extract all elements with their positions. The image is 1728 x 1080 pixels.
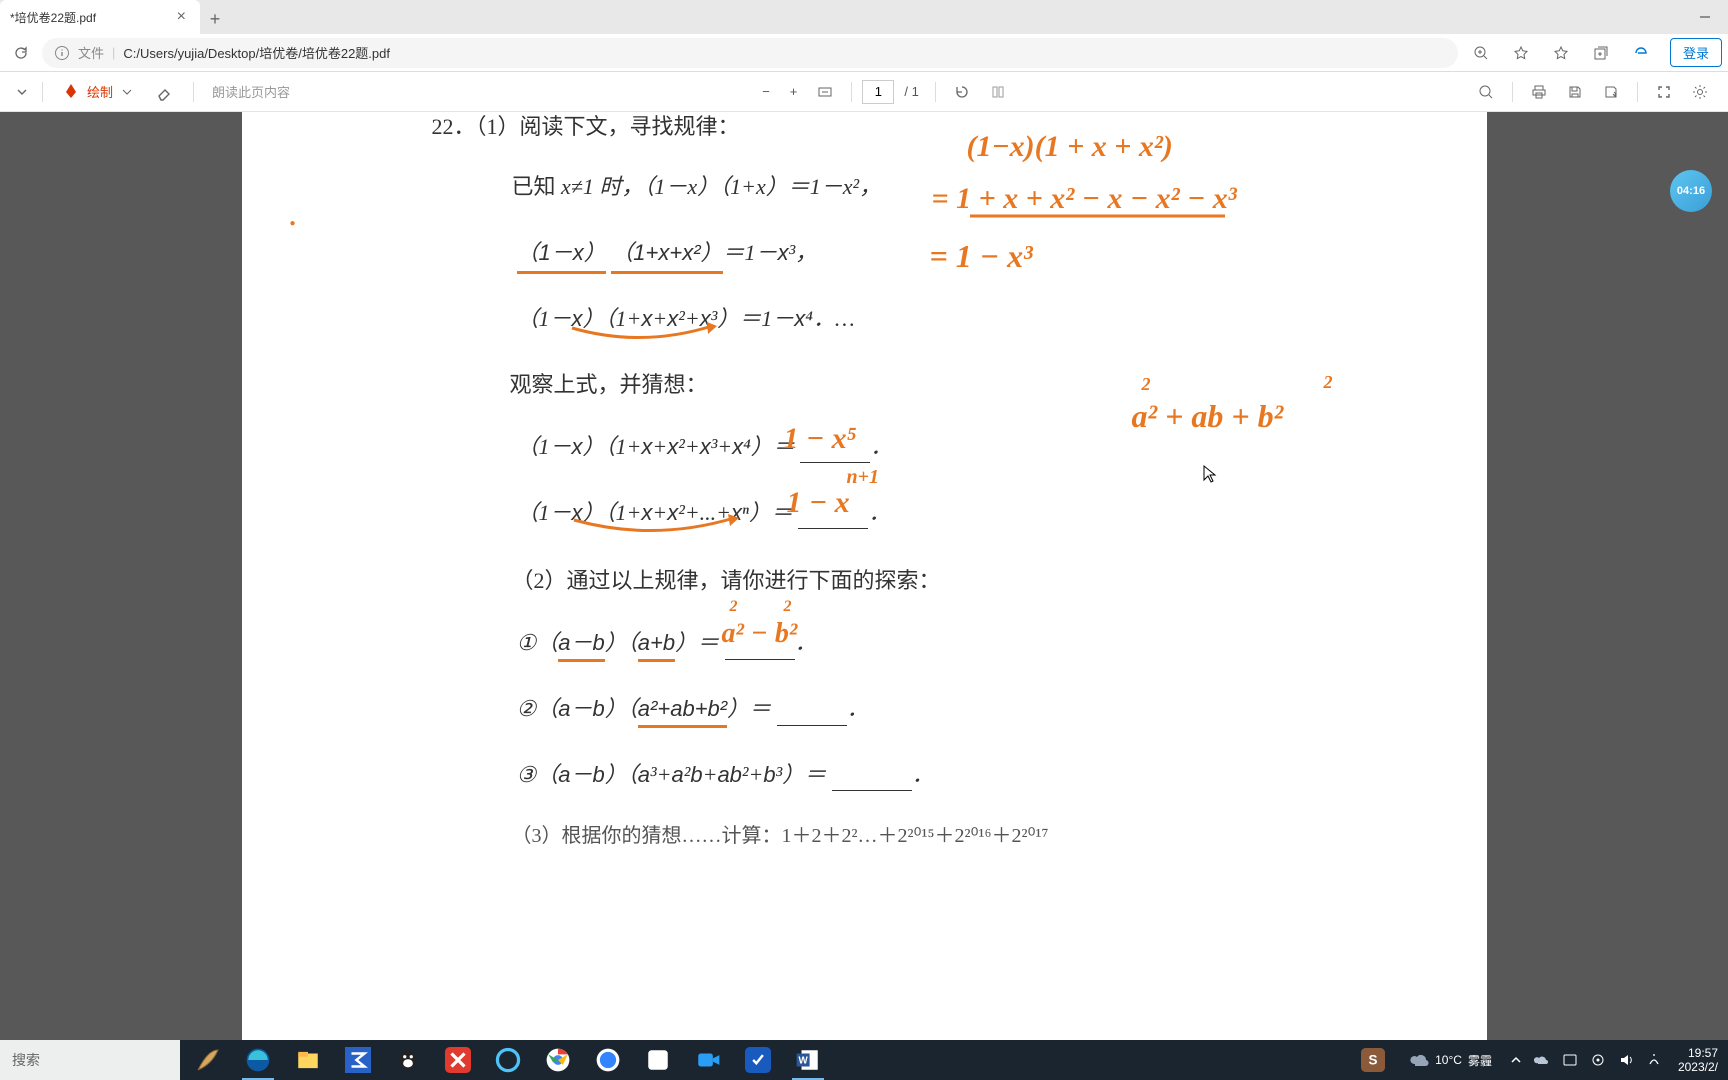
draw-button[interactable]: 绘制 [53, 76, 143, 108]
window-controls [1682, 0, 1728, 34]
page-view-button[interactable] [982, 76, 1014, 108]
app-edge2[interactable] [484, 1040, 532, 1080]
tray-people-icon[interactable] [1556, 1040, 1584, 1080]
part-2-text: （2）通过以上规律，请你进行下面的探索： [512, 566, 941, 597]
page-total: / 1 [898, 84, 924, 99]
expand-line-1: (1−x)(1 + x + x²) [967, 130, 1173, 164]
app-xmind[interactable] [434, 1040, 482, 1080]
app-files[interactable] [284, 1040, 332, 1080]
tab-close-icon[interactable]: × [173, 8, 190, 26]
pdf-page: 22．（1）阅读下文，寻找规律： 已知 x≠1 时，（1－x）（1+x）＝1－x… [242, 112, 1487, 1040]
app-chrome[interactable] [534, 1040, 582, 1080]
cursor-icon [1202, 464, 1218, 484]
timer-badge[interactable]: 04:16 [1670, 170, 1712, 212]
taskbar-search[interactable]: 搜索 [0, 1040, 180, 1080]
app-generic[interactable] [634, 1040, 682, 1080]
tray-input-icon[interactable] [1640, 1040, 1668, 1080]
app-todo[interactable] [734, 1040, 782, 1080]
favorites-icon[interactable] [1544, 38, 1578, 68]
refresh-button[interactable] [6, 38, 36, 68]
app-sogou[interactable]: S [1349, 1040, 1397, 1080]
observe-text: 观察上式，并猜想： [510, 370, 708, 401]
chevron-down-icon[interactable] [12, 76, 32, 108]
answer-2: 1 − x [787, 486, 850, 520]
app-qq[interactable] [384, 1040, 432, 1080]
tray-location-icon[interactable] [1584, 1040, 1612, 1080]
tab-bar: *培优卷22题.pdf × + [0, 0, 1728, 34]
underline-1 [970, 212, 1230, 222]
app-meet[interactable] [684, 1040, 732, 1080]
star-icon[interactable] [1504, 38, 1538, 68]
app-feather[interactable] [184, 1040, 232, 1080]
zoom-out-button[interactable]: − [754, 76, 778, 108]
print-button[interactable] [1523, 76, 1555, 108]
stray-dot: ● [290, 218, 296, 229]
sub-2: ②（a－b）（a²+ab+b²）＝ ． [517, 694, 869, 726]
search-button[interactable] [1470, 76, 1502, 108]
save-button[interactable] [1559, 76, 1591, 108]
taskbar: 搜索 W S 10°C 雾霾 19:57 2023/2/ [0, 1040, 1728, 1080]
sub-3: ③（a－b）（a³+a²b+ab²+b³）＝ ． [517, 760, 934, 791]
expand-line-2: = 1 + x + x² − x − x² − x³ [932, 182, 1237, 216]
tray-onedrive-icon[interactable] [1528, 1040, 1556, 1080]
tab-title: *培优卷22题.pdf [10, 9, 96, 26]
erase-button[interactable] [147, 76, 183, 108]
collections-icon[interactable] [1584, 38, 1618, 68]
answer-2-exp: n+1 [847, 466, 880, 489]
bottom-cut: （3）根据你的猜想……计算：1＋2＋2²…＋2²⁰¹⁵＋2²⁰¹⁶＋2²⁰¹⁷ [512, 822, 1049, 850]
tray-volume-icon[interactable] [1612, 1040, 1640, 1080]
app-sigma[interactable] [334, 1040, 382, 1080]
zoom-icon[interactable] [1464, 38, 1498, 68]
rotate-button[interactable] [946, 76, 978, 108]
fit-width-button[interactable] [809, 76, 841, 108]
browser-tab[interactable]: *培优卷22题.pdf × [0, 0, 200, 34]
new-tab-button[interactable]: + [200, 4, 230, 34]
answer-1: 1 − x⁵ [784, 422, 858, 456]
pdf-toolbar: 绘制 朗读此页内容 − + / 1 [0, 72, 1728, 112]
arrow-annotation-2 [554, 514, 754, 544]
formula-2: （1－x） （1+x+x²）＝1－x³， [517, 238, 818, 269]
arrow-annotation [552, 320, 732, 350]
tray-clock[interactable]: 19:57 2023/2/ [1668, 1046, 1728, 1075]
save-as-button[interactable] [1595, 76, 1627, 108]
problem-header: 22．（1）阅读下文，寻找规律： [432, 112, 740, 143]
url-path: C:/Users/yujia/Desktop/培优卷/培优卷22题.pdf [123, 43, 390, 62]
app-baidu[interactable] [584, 1040, 632, 1080]
svg-text:W: W [799, 1055, 809, 1066]
taskbar-apps: W [184, 1040, 832, 1080]
note-1: a² + ab + b² [1132, 398, 1284, 435]
page-input[interactable] [862, 80, 894, 104]
url-box[interactable]: 文件 | C:/Users/yujia/Desktop/培优卷/培优卷22题.p… [42, 38, 1458, 68]
app-edge[interactable] [234, 1040, 282, 1080]
tray-chevron-icon[interactable] [1504, 1040, 1528, 1080]
weather-widget[interactable]: 10°C 雾霾 [1397, 1050, 1504, 1070]
pdf-viewport: 22．（1）阅读下文，寻找规律： 已知 x≠1 时，（1－x）（1+x）＝1－x… [0, 112, 1728, 1040]
login-button[interactable]: 登录 [1670, 38, 1722, 67]
fullscreen-button[interactable] [1648, 76, 1680, 108]
address-bar: 文件 | C:/Users/yujia/Desktop/培优卷/培优卷22题.p… [0, 34, 1728, 72]
url-scheme: 文件 [78, 43, 104, 62]
system-tray: S 10°C 雾霾 19:57 2023/2/ [1349, 1040, 1728, 1080]
app-word[interactable]: W [784, 1040, 832, 1080]
svg-text:S: S [1369, 1053, 1378, 1068]
info-icon [54, 45, 70, 61]
settings-button[interactable] [1684, 76, 1716, 108]
sub1-answer: a² − b² [722, 618, 798, 650]
ie-mode-icon[interactable] [1624, 38, 1658, 68]
minimize-button[interactable] [1682, 0, 1728, 34]
zoom-in-button[interactable]: + [782, 76, 806, 108]
read-aloud-button[interactable]: 朗读此页内容 [204, 76, 298, 108]
expand-line-3: = 1 − x³ [930, 238, 1033, 275]
problem-given: 已知 x≠1 时，（1－x）（1+x）＝1－x²， [512, 172, 882, 203]
